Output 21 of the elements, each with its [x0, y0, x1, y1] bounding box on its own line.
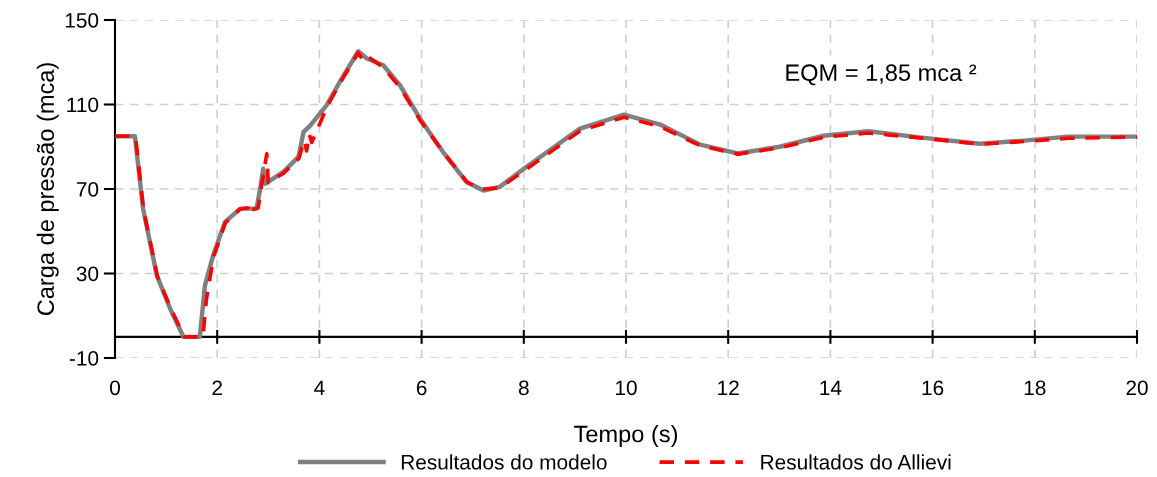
legend-label: Resultados do modelo — [401, 454, 607, 470]
annotation: EQM = 1,85 mca ² — [786, 64, 977, 86]
x-tick-label: 16 — [922, 380, 944, 396]
x-tick-label: 14 — [820, 380, 842, 396]
x-tick-label: 18 — [1024, 380, 1046, 396]
y-tick-label: 110 — [67, 97, 99, 113]
y-tick-label: -10 — [69, 351, 99, 366]
x-tick-label: 8 — [518, 380, 529, 396]
y-tick-label: 30 — [76, 266, 99, 282]
x-tick-label: 6 — [416, 380, 427, 396]
x-tick-label: 2 — [212, 380, 222, 396]
legend-label: Resultados do Allievi — [761, 454, 951, 470]
x-tick-label: 0 — [110, 380, 120, 396]
y-tick-label: 70 — [76, 182, 99, 197]
x-tick-label: 20 — [1126, 380, 1148, 396]
x-axis-title: Tempo (s) — [574, 425, 678, 448]
y-axis-title: Carga de pressão (mca) — [36, 63, 59, 316]
y-tick-label: 150 — [65, 13, 99, 28]
x-tick-label: 12 — [718, 380, 739, 396]
x-tick-label: 10 — [616, 380, 637, 396]
x-tick-label: 4 — [314, 380, 325, 396]
